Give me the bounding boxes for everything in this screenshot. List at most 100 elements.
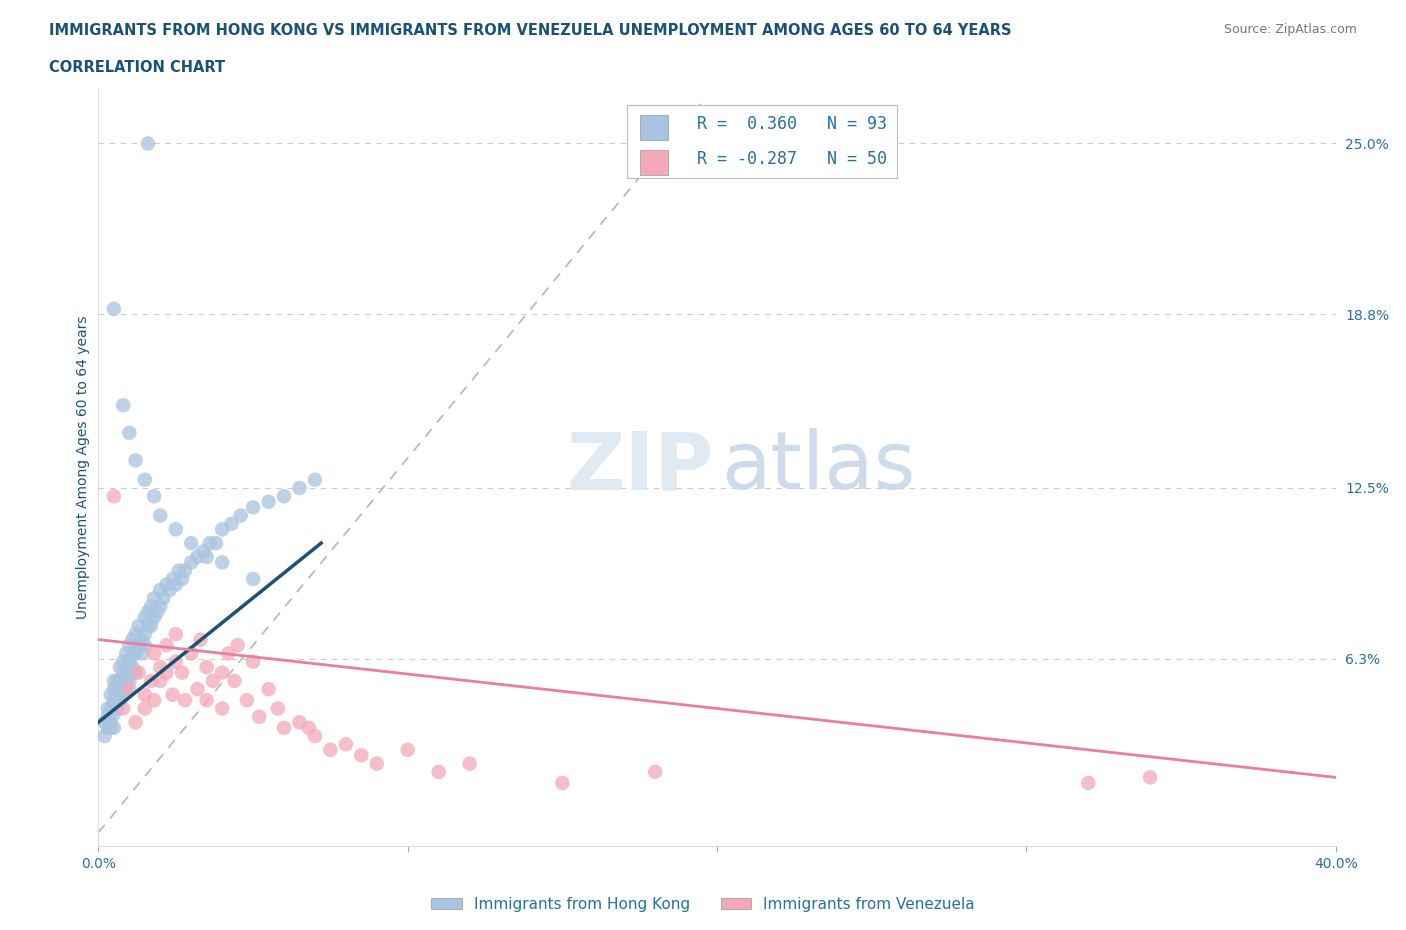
Point: [118, 665, 141, 680]
Point: [551, 776, 574, 790]
Point: [155, 577, 177, 591]
Point: [162, 572, 184, 587]
Point: [100, 701, 122, 716]
Text: R =  0.360   N = 93
      R = -0.287   N = 50: R = 0.360 N = 93 R = -0.287 N = 50: [637, 115, 887, 167]
Point: [288, 481, 311, 496]
Point: [124, 453, 146, 468]
Point: [143, 610, 166, 625]
Point: [236, 693, 259, 708]
Point: [103, 682, 125, 697]
Point: [217, 646, 239, 661]
Point: [211, 555, 233, 570]
Point: [165, 654, 187, 669]
Point: [201, 673, 224, 688]
Point: [186, 682, 208, 697]
Point: [288, 715, 311, 730]
Point: [257, 682, 280, 697]
Point: [396, 742, 419, 757]
Point: [146, 604, 169, 619]
Point: [115, 665, 138, 680]
Point: [170, 572, 193, 587]
Point: [162, 687, 184, 702]
Point: [143, 489, 166, 504]
Point: [124, 665, 146, 680]
Point: [458, 756, 481, 771]
Point: [155, 638, 177, 653]
Point: [644, 764, 666, 779]
Point: [174, 564, 197, 578]
Y-axis label: Unemployment Among Ages 60 to 64 years: Unemployment Among Ages 60 to 64 years: [76, 315, 90, 619]
Point: [134, 701, 156, 716]
Point: [121, 659, 143, 674]
Point: [167, 564, 190, 578]
Point: [118, 654, 141, 669]
Text: Source: ZipAtlas.com: Source: ZipAtlas.com: [1223, 23, 1357, 36]
Point: [134, 627, 156, 642]
Text: IMMIGRANTS FROM HONG KONG VS IMMIGRANTS FROM VENEZUELA UNEMPLOYMENT AMONG AGES 6: IMMIGRANTS FROM HONG KONG VS IMMIGRANTS …: [49, 23, 1012, 38]
Point: [155, 665, 177, 680]
Point: [100, 715, 122, 730]
Point: [93, 728, 115, 743]
Point: [229, 508, 252, 523]
Point: [105, 673, 128, 688]
Point: [97, 721, 120, 736]
Point: [93, 715, 115, 730]
Point: [124, 715, 146, 730]
Point: [195, 693, 218, 708]
Point: [221, 516, 243, 531]
FancyBboxPatch shape: [640, 150, 668, 175]
Point: [149, 582, 172, 597]
Point: [97, 710, 120, 724]
Point: [136, 136, 159, 151]
Point: [103, 301, 125, 316]
Point: [100, 687, 122, 702]
Point: [1139, 770, 1161, 785]
Point: [128, 638, 150, 653]
Point: [105, 687, 128, 702]
Point: [103, 693, 125, 708]
Point: [193, 544, 215, 559]
Point: [143, 693, 166, 708]
Point: [115, 659, 138, 674]
Point: [108, 673, 131, 688]
Point: [1077, 776, 1099, 790]
Point: [226, 638, 249, 653]
Point: [139, 618, 162, 633]
Point: [103, 489, 125, 504]
Point: [366, 756, 388, 771]
Point: [427, 764, 450, 779]
Point: [108, 687, 131, 702]
Point: [128, 665, 150, 680]
Point: [103, 707, 125, 722]
Point: [112, 398, 135, 413]
Point: [103, 673, 125, 688]
Point: [139, 599, 162, 614]
Point: [112, 665, 135, 680]
Point: [304, 728, 326, 743]
Point: [195, 550, 218, 565]
Point: [319, 742, 342, 757]
Point: [149, 673, 172, 688]
Point: [136, 604, 159, 619]
Point: [118, 673, 141, 688]
Point: [190, 632, 212, 647]
Point: [350, 748, 373, 763]
Point: [170, 665, 193, 680]
Point: [152, 591, 174, 605]
Point: [165, 577, 187, 591]
Point: [105, 693, 128, 708]
Point: [149, 659, 172, 674]
Point: [180, 555, 202, 570]
Point: [124, 646, 146, 661]
Text: CORRELATION CHART: CORRELATION CHART: [49, 60, 225, 75]
Point: [180, 646, 202, 661]
Point: [128, 618, 150, 633]
Point: [134, 472, 156, 487]
Text: ZIP: ZIP: [567, 429, 713, 506]
Point: [211, 665, 233, 680]
Point: [112, 687, 135, 702]
Point: [134, 610, 156, 625]
Point: [198, 536, 221, 551]
Point: [257, 495, 280, 510]
Point: [118, 638, 141, 653]
